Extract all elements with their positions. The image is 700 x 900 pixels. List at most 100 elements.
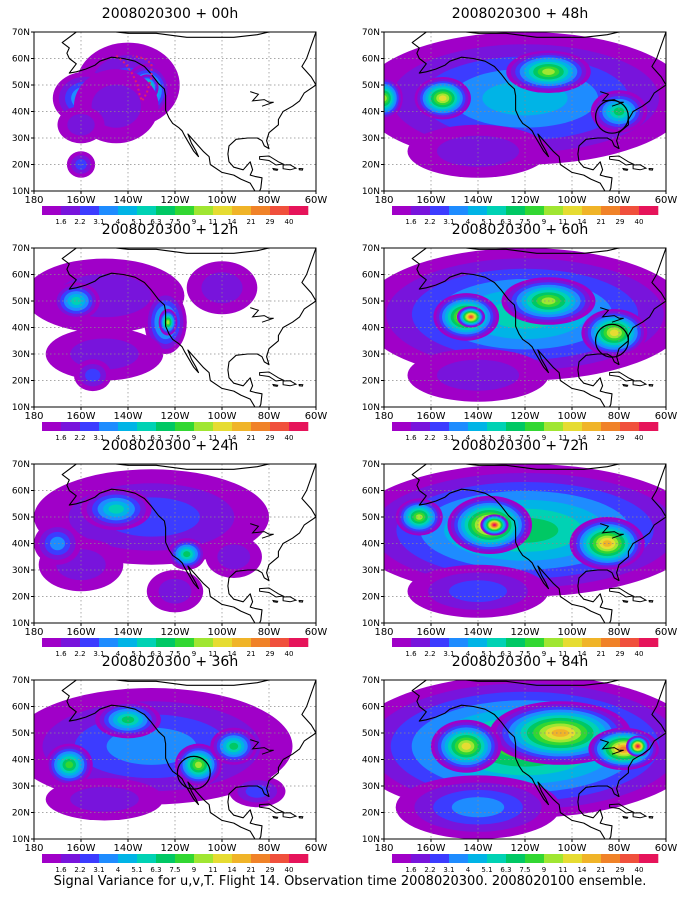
colorbar-swatch — [289, 638, 309, 647]
x-tick-label: 120W — [161, 627, 190, 638]
y-tick-label: 30N — [362, 134, 380, 144]
verification-region-circle — [594, 323, 629, 358]
colorbar-label: 2.2 — [74, 434, 85, 442]
colorbar-swatch — [563, 638, 583, 647]
colorbar-swatch — [392, 854, 412, 863]
coastlines — [61, 32, 316, 191]
y-tick-label: 70N — [362, 460, 380, 470]
colorbar-swatch — [620, 854, 640, 863]
island-coastline — [622, 599, 629, 603]
map-plot: 10N 20N 30N 40N 50N 60N 70N 180 160W 140W 120W 100W… — [12, 244, 328, 442]
y-tick-label: 30N — [12, 134, 30, 144]
colorbar-label: 7.5 — [169, 434, 180, 442]
colorbar-label: 3.1 — [443, 218, 454, 226]
variance-contour-level — [166, 320, 170, 325]
island-coastline — [609, 155, 635, 166]
colorbar-swatch — [99, 854, 119, 863]
colorbar-swatch — [194, 638, 214, 647]
colorbar-label: 11 — [559, 866, 568, 874]
island-coastline — [272, 599, 279, 603]
colorbar-label: 1.6 — [55, 434, 67, 442]
colorbar-label: 21 — [247, 650, 256, 658]
north-america-coastline — [411, 680, 666, 839]
colorbar-swatch — [449, 206, 469, 215]
island-coastline — [632, 812, 648, 819]
colorbar-label: 9 — [542, 650, 546, 658]
island-coastline — [632, 164, 648, 171]
colorbar-swatch — [232, 206, 252, 215]
colorbar-swatch — [137, 422, 157, 431]
colorbar-label: 11 — [209, 866, 218, 874]
coastlines — [411, 32, 666, 191]
colorbar-label: 40 — [635, 218, 644, 226]
colorbar-swatch — [525, 206, 545, 215]
variance-contour-level — [50, 536, 65, 551]
y-tick-label: 10N — [12, 619, 30, 629]
colorbar-swatch — [251, 638, 271, 647]
colorbar-label: 1.6 — [55, 650, 67, 658]
island-coastline — [259, 587, 285, 598]
colorbar-label: 6.3 — [150, 650, 161, 658]
y-tick-label: 10N — [12, 187, 30, 197]
panel-title: 2008020300 + 48h — [451, 6, 589, 22]
colorbar-label: 5.1 — [481, 434, 492, 442]
colorbar-swatch — [194, 206, 214, 215]
great-lakes-outline — [600, 91, 624, 107]
colorbar-label: 1.6 — [405, 650, 417, 658]
y-tick-label: 70N — [12, 28, 30, 38]
variance-contour-level — [108, 504, 124, 514]
colorbar-swatch — [42, 206, 62, 215]
island-coastline — [259, 803, 285, 814]
colorbar-swatch — [289, 422, 309, 431]
colorbar-label: 5.1 — [481, 866, 492, 874]
colorbar-swatch — [42, 854, 62, 863]
colorbar-swatch — [601, 206, 621, 215]
y-tick-label: 60N — [12, 487, 30, 497]
colorbar-swatch — [411, 638, 431, 647]
x-tick-label: 80W — [608, 411, 631, 422]
colorbar-label: 14 — [228, 866, 237, 874]
colorbar-swatch — [251, 206, 271, 215]
colorbar-swatch — [506, 206, 526, 215]
x-tick-label: 140W — [464, 627, 493, 638]
colorbar-swatch — [232, 854, 252, 863]
signal-variance-field — [384, 464, 666, 618]
y-tick-label: 60N — [362, 703, 380, 713]
colorbar-swatch — [563, 206, 583, 215]
colorbar-label: 7.5 — [169, 218, 180, 226]
colorbar-swatch — [137, 854, 157, 863]
y-tick-label: 60N — [12, 703, 30, 713]
colorbar-swatch — [449, 638, 469, 647]
island-coastline — [282, 812, 298, 819]
colorbar-swatch — [620, 638, 640, 647]
colorbar-label: 14 — [578, 434, 587, 442]
variance-contour-level — [436, 359, 520, 391]
x-tick-label: 80W — [608, 627, 631, 638]
colorbar-label: 11 — [209, 218, 218, 226]
variance-contour-level — [229, 742, 239, 750]
map-plot: 10N 20N 30N 40N 50N 60N 70N 180 160W 140W 120W 100W… — [362, 244, 678, 442]
x-tick-label: 160W — [67, 195, 96, 206]
variance-contour-level — [602, 540, 612, 547]
colorbar-swatch — [525, 854, 545, 863]
colorbar-swatch — [430, 422, 450, 431]
colorbar-swatch — [468, 206, 488, 215]
y-tick-label: 30N — [362, 350, 380, 360]
colorbar-label: 4 — [466, 866, 471, 874]
colorbar-swatch — [137, 638, 157, 647]
colorbar-swatch — [525, 422, 545, 431]
colorbar-label: 3.1 — [443, 434, 454, 442]
colorbar-label: 1.6 — [405, 218, 417, 226]
x-tick-label: 60W — [655, 411, 678, 422]
colorbar-swatch — [270, 422, 290, 431]
colorbar-swatch — [544, 422, 564, 431]
x-tick-label: 80W — [258, 411, 281, 422]
y-tick-label: 40N — [12, 324, 30, 334]
variance-contour-level — [384, 95, 387, 102]
colorbar: 1.6 2.2 3.1 4 5.1 6.3 7.5 9 11 14 21 29 40 — [392, 854, 659, 874]
variance-contour-level — [195, 761, 202, 768]
north-america-coastline — [411, 32, 666, 191]
y-tick-label: 30N — [12, 566, 30, 576]
x-tick-label: 60W — [305, 627, 328, 638]
x-tick-label: 100W — [208, 627, 237, 638]
